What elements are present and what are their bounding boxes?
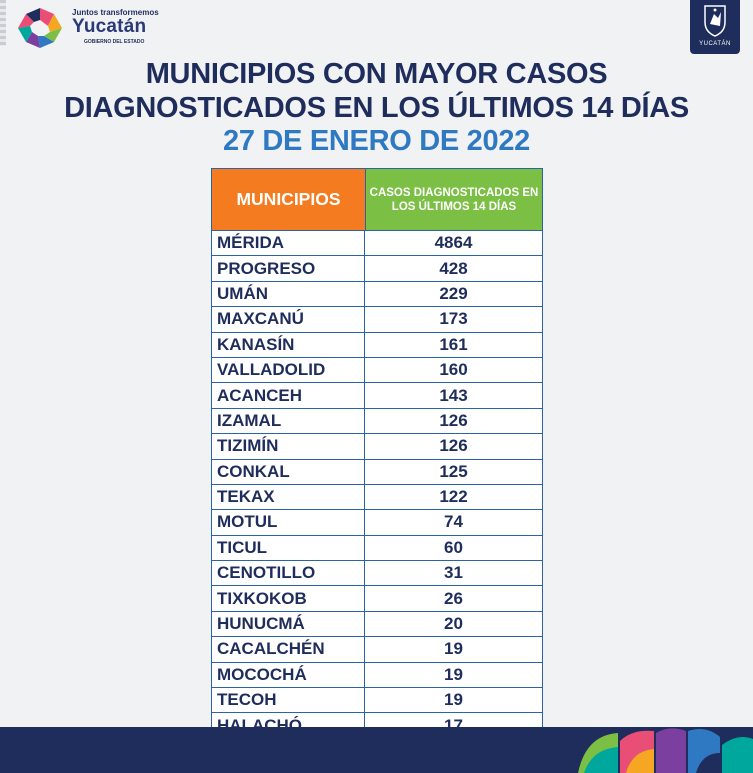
table-row: CENOTILLO 31 xyxy=(212,561,542,587)
municipio-name: MOTUL xyxy=(212,510,365,535)
logo-wordmark: Yucatán xyxy=(72,16,147,37)
table-row: MOTUL 74 xyxy=(212,510,542,536)
municipio-name: UMÁN xyxy=(212,281,365,307)
case-count: 31 xyxy=(444,563,463,583)
report-date: 27 DE ENERO DE 2022 xyxy=(223,125,530,157)
logo-tagline: Juntos transformemos xyxy=(72,8,159,17)
table-row: TIZIMÍN 126 xyxy=(212,434,542,460)
municipio-name: MÉRIDA xyxy=(212,231,365,256)
municipio-name: TECOH xyxy=(212,688,365,713)
case-count: 160 xyxy=(439,360,468,380)
table-body: MÉRIDA 4864 PROGRESO 428 UMÁN 229 MAXCANÚ 173 KA… xyxy=(212,231,542,738)
table-row: KANASÍN 161 xyxy=(212,332,542,358)
coat-of-arms-icon xyxy=(704,5,726,37)
logo-subtitle: GOBIERNO DEL ESTADO xyxy=(84,39,145,45)
table-row: PROGRESO 428 xyxy=(212,256,542,282)
case-count: 20 xyxy=(444,614,463,634)
municipio-name: TEKAX xyxy=(212,484,365,510)
case-count: 19 xyxy=(444,664,463,684)
case-count: 125 xyxy=(439,461,468,481)
table-header: MUNICIPIOS CASOS DIAGNOSTICADOS EN LOS Ú… xyxy=(212,169,542,231)
municipio-name: VALLADOLID xyxy=(212,357,365,383)
table-row: MAXCANÚ 173 xyxy=(212,307,542,333)
state-shield: YUCATÁN xyxy=(690,0,740,54)
municipio-name: MOCOCHÁ xyxy=(212,662,365,688)
table-row: TECOH 19 xyxy=(212,688,542,714)
case-count: 60 xyxy=(444,537,463,557)
case-count: 126 xyxy=(439,436,468,456)
table-row: IZAMAL 126 xyxy=(212,408,542,435)
cases-table: MUNICIPIOS CASOS DIAGNOSTICADOS EN LOS Ú… xyxy=(211,168,543,739)
table-row: UMÁN 229 xyxy=(212,281,542,308)
case-count: 173 xyxy=(439,309,468,329)
case-count: 19 xyxy=(444,690,463,710)
table-row: ACANCEH 143 xyxy=(212,383,542,409)
yucatan-logo-mark-icon xyxy=(18,8,62,48)
municipio-name: CONKAL xyxy=(212,459,365,484)
municipio-name: MAXCANÚ xyxy=(212,307,365,332)
page-title-line1: MUNICIPIOS CON MAYOR CASOS xyxy=(145,58,608,90)
case-count: 143 xyxy=(439,385,468,405)
table-row: CACALCHÉN 19 xyxy=(212,637,542,663)
municipio-name: TIXKOKOB xyxy=(212,586,365,611)
table-row: HUNUCMÁ 20 xyxy=(212,611,542,638)
case-count: 19 xyxy=(444,639,463,659)
shield-label: YUCATÁN xyxy=(699,41,731,47)
municipio-name: TICUL xyxy=(212,535,365,561)
municipio-name: CENOTILLO xyxy=(212,561,365,586)
case-count: 26 xyxy=(444,588,463,608)
table-row: MOCOCHÁ 19 xyxy=(212,662,542,689)
municipio-name: IZAMAL xyxy=(212,408,365,434)
municipio-name: ACANCEH xyxy=(212,383,365,408)
table-row: TIXKOKOB 26 xyxy=(212,586,542,612)
municipio-name: HUNUCMÁ xyxy=(212,611,365,637)
table-row: VALLADOLID 160 xyxy=(212,357,542,384)
case-count: 161 xyxy=(439,334,468,354)
municipio-name: CACALCHÉN xyxy=(212,637,365,662)
municipio-name: PROGRESO xyxy=(212,256,365,281)
municipio-name: KANASÍN xyxy=(212,332,365,357)
page-title-line2: DIAGNOSTICADOS EN LOS ÚLTIMOS 14 DÍAS xyxy=(64,92,689,124)
table-row: TICUL 60 xyxy=(212,535,542,562)
case-count: 122 xyxy=(439,487,468,507)
footer-decoration-icon xyxy=(578,728,753,773)
table-row: MÉRIDA 4864 xyxy=(212,231,542,257)
case-count: 4864 xyxy=(434,233,473,253)
municipio-name: TIZIMÍN xyxy=(212,434,365,459)
table-row: TEKAX 122 xyxy=(212,484,542,511)
header-casos: CASOS DIAGNOSTICADOS EN LOS ÚLTIMOS 14 D… xyxy=(366,169,542,230)
case-count: 126 xyxy=(439,410,468,430)
header-municipios: MUNICIPIOS xyxy=(212,169,366,230)
case-count: 74 xyxy=(444,512,463,532)
case-count: 428 xyxy=(439,258,468,278)
table-row: CONKAL 125 xyxy=(212,459,542,485)
side-stripe xyxy=(0,0,6,46)
yucatan-logo: Juntos transformemos Yucatán GOBIERNO DE… xyxy=(8,2,208,52)
case-count: 229 xyxy=(439,283,468,303)
